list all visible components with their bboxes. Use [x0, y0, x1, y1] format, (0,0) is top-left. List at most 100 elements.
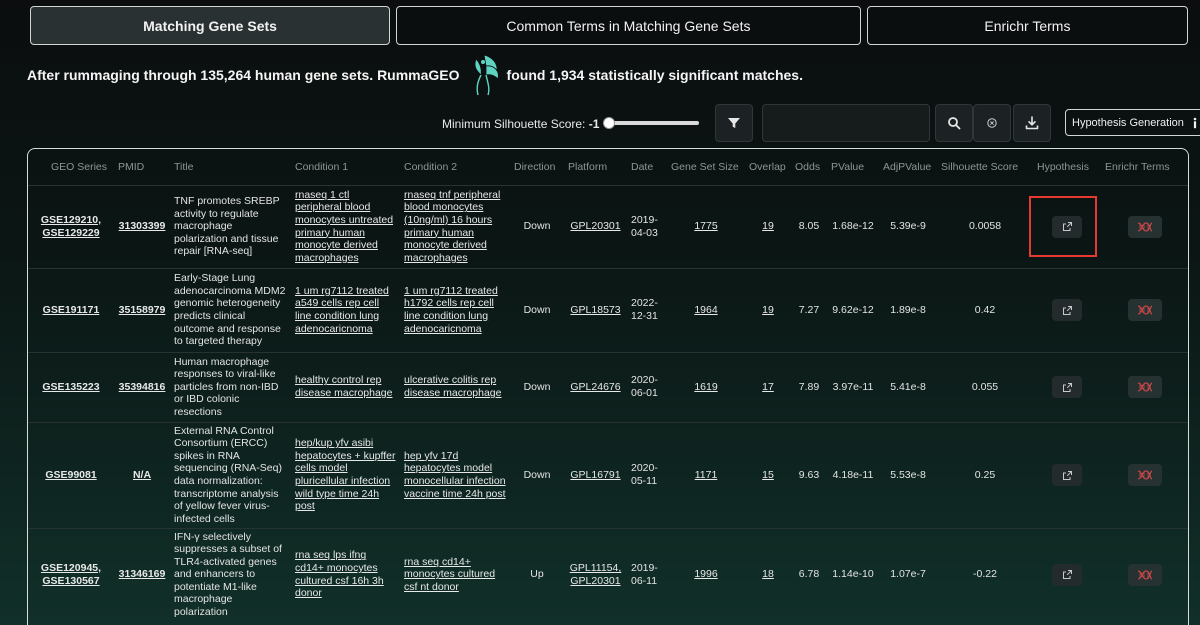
hypothesis-cell [1033, 268, 1101, 352]
info-icon [1193, 117, 1197, 128]
geo-series-link[interactable]: GSE99081 [45, 468, 97, 481]
condition-2-link[interactable]: rnaseq tnf peripheral blood monocytes (1… [404, 188, 501, 264]
silhouette-label-text: Minimum Silhouette Score: [442, 117, 586, 131]
col-header-geo[interactable]: GEO Series [51, 160, 108, 173]
pvalue-cell: 1.14e-10 [832, 568, 874, 581]
hypothesis-cell [1033, 352, 1101, 422]
col-header-condition-2[interactable]: Condition 2 [404, 160, 458, 173]
condition-2-cell: rnaseq tnf peripheral blood monocytes (1… [400, 185, 510, 268]
hypothesis-generation-button[interactable]: Hypothesis Generation [1065, 109, 1200, 136]
hypothesis-button[interactable] [1052, 563, 1082, 586]
platform-link[interactable]: GPL16791 [570, 468, 621, 481]
tab-common-terms[interactable]: Common Terms in Matching Gene Sets [396, 6, 861, 45]
gene-set-size-link[interactable]: 1964 [694, 303, 718, 316]
condition-1-link[interactable]: 1 um rg7112 treated a549 cells rep cell … [295, 284, 389, 335]
condition-1-link[interactable]: rnaseq 1 ctl peripheral blood monocytes … [295, 188, 394, 264]
gene-set-size-cell: 1775 [667, 185, 745, 268]
col-header-pmid[interactable]: PMID [118, 160, 145, 173]
overlap-link[interactable]: 18 [762, 568, 774, 581]
direction-cell: Down [523, 468, 551, 481]
col-header-adjpvalue[interactable]: AdjPValue [883, 160, 932, 173]
clear-search-button[interactable] [973, 104, 1011, 142]
col-header-platform[interactable]: Platform [568, 160, 608, 173]
external-link-icon [1062, 222, 1072, 231]
hypothesis-cell [1033, 185, 1101, 268]
geo-series-link[interactable]: GSE135223 [42, 380, 100, 393]
gene-set-size-link[interactable]: 1996 [694, 568, 718, 581]
download-button[interactable] [1013, 104, 1051, 142]
overlap-link[interactable]: 17 [762, 380, 774, 393]
enrichr-button[interactable] [1127, 464, 1162, 486]
gene-set-size-link[interactable]: 1619 [694, 380, 718, 393]
pmid-link[interactable]: 31346169 [118, 568, 166, 581]
pmid-link[interactable]: 35158979 [118, 303, 166, 316]
pmid-link[interactable]: N/A [132, 468, 152, 481]
overlap-link[interactable]: 15 [762, 468, 774, 481]
hypothesis-button[interactable] [1052, 464, 1082, 486]
pmid-link[interactable]: 35394816 [118, 380, 166, 393]
col-header-direction[interactable]: Direction [514, 160, 556, 173]
download-icon [1025, 116, 1039, 130]
enrichr-button[interactable] [1127, 299, 1162, 321]
col-header-date[interactable]: Date [631, 160, 654, 173]
enrichr-button[interactable] [1127, 376, 1162, 398]
geo-series-link[interactable]: GSE120945, GSE130567 [40, 561, 102, 587]
silhouette-value: -1 [588, 117, 600, 131]
search-button[interactable] [935, 104, 973, 142]
col-header-enrichr-terms: Enrichr Terms [1105, 160, 1170, 173]
rummageo-logo-icon [474, 54, 499, 96]
title-cell: TNF promotes SREBP activity to regulate … [174, 195, 280, 258]
filter-button[interactable] [715, 104, 753, 142]
condition-2-cell: 1 um rg7112 treated h1792 cells rep cell… [400, 268, 510, 352]
date-cell: 2020- 06-01 [631, 374, 658, 399]
enrichr-button[interactable] [1127, 215, 1162, 238]
pmid-cell: N/A [114, 422, 170, 528]
pmid-link[interactable]: 31303399 [118, 220, 166, 233]
col-header-odds[interactable]: Odds [795, 160, 821, 173]
summary-text-before: After rummaging through 135,264 human ge… [27, 67, 460, 83]
condition-1-link[interactable]: rna seq lps ifng cd14+ monocytes culture… [295, 549, 384, 600]
condition-2-link[interactable]: hep yfv 17d hepatocytes model monocellul… [404, 449, 506, 500]
adjpvalue-cell: 5.41e-8 [890, 380, 926, 393]
geo-series-link[interactable]: GSE191171 [42, 303, 100, 316]
enrichr-button[interactable] [1127, 563, 1162, 586]
summary-text-after: found 1,934 statistically significant ma… [506, 67, 803, 83]
search-icon [948, 117, 961, 130]
platform-link[interactable]: GPL18573 [570, 303, 621, 316]
hypothesis-button[interactable] [1052, 376, 1082, 398]
dna-helix-icon [1137, 221, 1152, 232]
col-header-gene-set-size[interactable]: Gene Set Size [671, 160, 739, 173]
external-link-icon [1062, 305, 1072, 315]
condition-2-link[interactable]: rna seq cd14+ monocytes cultured csf nt … [404, 555, 496, 593]
slider-handle[interactable] [603, 117, 615, 129]
overlap-cell: 19 [745, 185, 791, 268]
tab-enrichr-terms[interactable]: Enrichr Terms [866, 6, 1188, 45]
gene-set-size-link[interactable]: 1775 [694, 220, 718, 233]
search-input[interactable] [762, 104, 930, 142]
platform-link[interactable]: GPL11154, GPL20301 [569, 561, 622, 587]
condition-1-link[interactable]: hep/kup yfv asibi hepatocytes + kupffer … [295, 437, 396, 513]
gene-set-size-link[interactable]: 1171 [694, 468, 718, 481]
gene-set-size-cell: 1964 [667, 268, 745, 352]
hypothesis-button[interactable] [1052, 215, 1082, 238]
overlap-link[interactable]: 19 [762, 303, 774, 316]
col-header-overlap[interactable]: Overlap [749, 160, 786, 173]
condition-1-cell: rnaseq 1 ctl peripheral blood monocytes … [291, 185, 400, 268]
geo-series-link[interactable]: GSE129210, GSE129229 [40, 213, 102, 239]
hypothesis-generation-label: Hypothesis Generation [1072, 116, 1184, 129]
tab-matching-gene-sets[interactable]: Matching Gene Sets [30, 6, 391, 45]
platform-link[interactable]: GPL20301 [570, 220, 621, 233]
silhouette-slider[interactable] [603, 117, 699, 129]
hypothesis-button[interactable] [1052, 299, 1082, 321]
date-cell: 2019- 04-03 [631, 213, 658, 239]
col-header-pvalue[interactable]: PValue [831, 160, 865, 173]
overlap-link[interactable]: 19 [762, 220, 774, 233]
col-header-condition-1[interactable]: Condition 1 [295, 160, 349, 173]
col-header-silhouette[interactable]: Silhouette Score [941, 160, 1019, 173]
platform-link[interactable]: GPL24676 [570, 380, 621, 393]
condition-2-link[interactable]: ulcerative colitis rep disease macrophag… [404, 374, 502, 399]
filter-icon [728, 118, 740, 128]
condition-2-link[interactable]: 1 um rg7112 treated h1792 cells rep cell… [404, 284, 498, 335]
col-header-title[interactable]: Title [174, 160, 194, 173]
condition-1-link[interactable]: healthy control rep disease macrophage [295, 374, 393, 399]
